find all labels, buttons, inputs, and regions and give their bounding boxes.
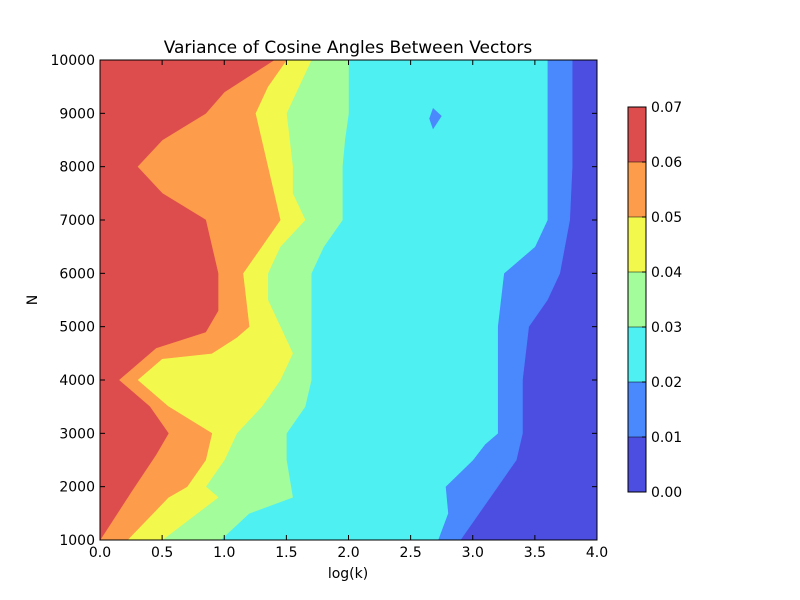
y-tick-label: 4000 bbox=[59, 373, 95, 389]
colorbar-segment bbox=[628, 107, 646, 162]
y-tick-label: 7000 bbox=[59, 213, 95, 229]
colorbar-segment bbox=[628, 327, 646, 382]
x-tick-label: 2.0 bbox=[337, 545, 359, 561]
contour-island bbox=[429, 108, 442, 130]
colorbar-tick-label: 0.02 bbox=[651, 375, 682, 391]
y-tick-label: 1000 bbox=[59, 533, 95, 549]
x-tick-label: 4.0 bbox=[586, 545, 608, 561]
colorbar-tick-label: 0.01 bbox=[651, 430, 682, 446]
colorbar-segment bbox=[628, 437, 646, 492]
y-tick-label: 2000 bbox=[59, 480, 95, 496]
colorbar-segment bbox=[628, 382, 646, 437]
chart-title: Variance of Cosine Angles Between Vector… bbox=[164, 38, 533, 58]
colorbar-tick-label: 0.05 bbox=[651, 210, 682, 226]
y-tick-label: 6000 bbox=[59, 266, 95, 282]
colorbar-tick-label: 0.06 bbox=[651, 155, 682, 171]
colorbar-tick-label: 0.00 bbox=[651, 485, 682, 501]
colorbar-segment bbox=[628, 162, 646, 217]
y-tick-label: 8000 bbox=[59, 160, 95, 176]
x-tick-label: 0.0 bbox=[89, 545, 111, 561]
y-axis-label: N bbox=[25, 295, 41, 305]
x-axis-label: log(k) bbox=[328, 566, 368, 582]
x-tick-label: 0.5 bbox=[151, 545, 173, 561]
colorbar-tick-label: 0.04 bbox=[651, 265, 682, 281]
colorbar-segment bbox=[628, 272, 646, 327]
y-tick-label: 9000 bbox=[59, 106, 95, 122]
x-axis: 0.0 0.5 1.0 1.5 2.0 2.5 3.0 3.5 4.0 bbox=[89, 60, 608, 561]
x-tick-label: 3.5 bbox=[524, 545, 546, 561]
contour-band-6 bbox=[99, 59, 275, 542]
y-axis: 1000 2000 3000 4000 5000 6000 7000 8000 9000 1000… bbox=[50, 53, 597, 549]
plot-area bbox=[99, 59, 598, 542]
colorbar-frame bbox=[627, 106, 647, 493]
colorbar-tick-label: 0.03 bbox=[651, 320, 682, 336]
colorbar-segment bbox=[628, 217, 646, 272]
colorbar-tick-label: 0.07 bbox=[651, 100, 682, 116]
x-tick-label: 3.0 bbox=[462, 545, 484, 561]
y-tick-label: 5000 bbox=[59, 320, 95, 336]
x-tick-label: 1.0 bbox=[213, 545, 235, 561]
x-tick-label: 1.5 bbox=[275, 545, 297, 561]
y-tick-label: 3000 bbox=[59, 426, 95, 442]
colorbar: 0.00 0.01 0.02 0.03 0.04 0.05 0.06 0.07 bbox=[627, 100, 682, 501]
y-tick-label: 10000 bbox=[50, 53, 95, 69]
x-tick-label: 2.5 bbox=[399, 545, 421, 561]
